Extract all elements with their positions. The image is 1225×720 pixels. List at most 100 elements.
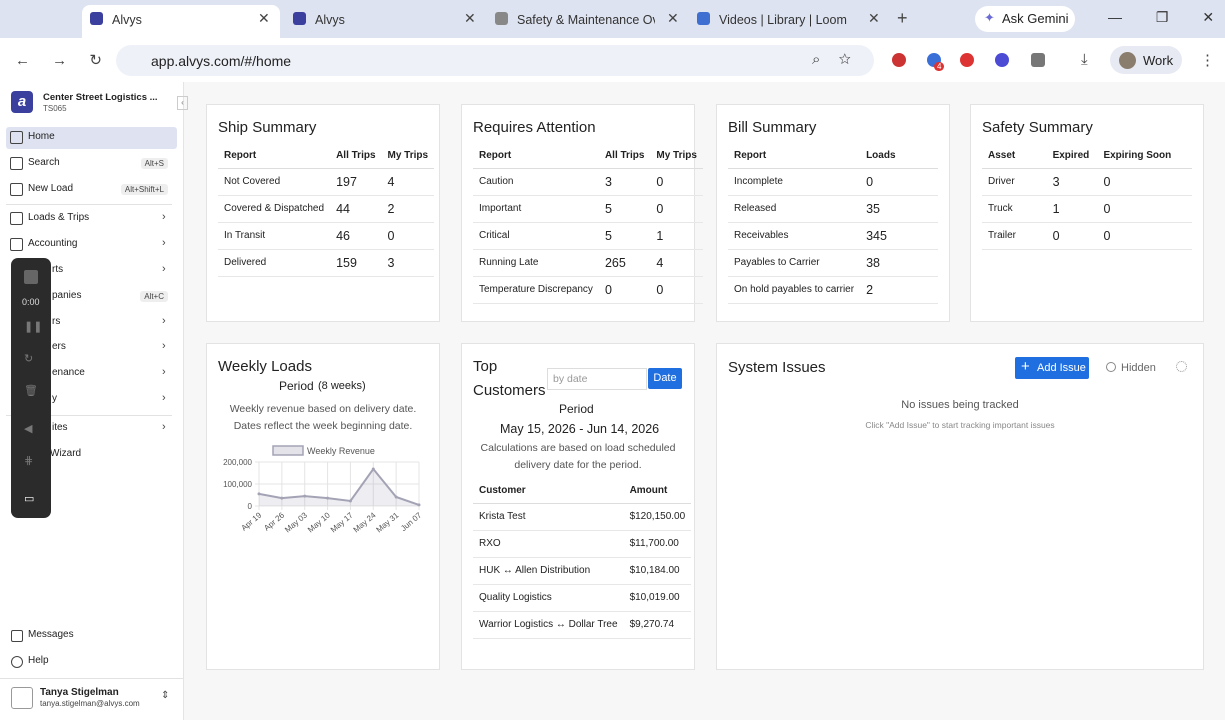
nav-label[interactable]: Accounting: [28, 238, 78, 249]
recorder-button[interactable]: ❚❚: [24, 321, 43, 333]
nav-item[interactable]: [6, 127, 177, 149]
column-header: Loads: [860, 143, 938, 169]
tab-title[interactable]: Alvys: [315, 13, 345, 27]
row-label: Running Late: [473, 249, 599, 277]
nav-label[interactable]: Help: [28, 655, 49, 666]
user-menu[interactable]: ⇕: [161, 690, 170, 701]
extension[interactable]: [960, 53, 974, 67]
download[interactable]: ⤓: [1081, 51, 1088, 68]
tab-title[interactable]: Safety & Maintenance Ove: [517, 13, 655, 27]
omnibox[interactable]: [116, 45, 874, 76]
nav-label[interactable]: Home: [28, 131, 55, 142]
cell: 38: [860, 249, 938, 277]
nav-label[interactable]: Wizard: [50, 448, 82, 459]
nav-label[interactable]: Search: [28, 157, 60, 168]
ask-gemini[interactable]: [975, 6, 1075, 32]
add-label[interactable]: Add Issue: [1037, 362, 1086, 374]
tab-close[interactable]: ✕: [868, 10, 880, 26]
hidden-icon[interactable]: [1106, 362, 1116, 372]
nav-label[interactable]: panies: [52, 290, 82, 301]
column-header: My Trips: [650, 143, 703, 169]
date-button[interactable]: Date: [648, 368, 682, 389]
period-weeks: (8 weeks): [318, 380, 366, 392]
nav-label[interactable]: Loads & Trips: [28, 212, 90, 223]
extension[interactable]: [892, 53, 906, 67]
nav-icon: [10, 183, 23, 196]
nav-label[interactable]: enance: [52, 367, 85, 378]
tab-close[interactable]: ✕: [667, 10, 679, 26]
chevron: ›: [162, 392, 166, 404]
hidden-label[interactable]: Hidden: [1121, 362, 1156, 374]
cell: 1: [650, 222, 703, 250]
cell: $11,700.00: [623, 530, 692, 558]
tab-icon: [293, 12, 306, 25]
recorder-time: 0:00: [22, 297, 40, 307]
point: [257, 492, 261, 496]
new-tab[interactable]: +: [897, 8, 908, 28]
nav-buttons[interactable]: ← → ↻: [15, 52, 102, 69]
cell: 0: [1097, 168, 1192, 196]
separator: [0, 678, 183, 679]
recorder[interactable]: [11, 258, 51, 518]
nav-label[interactable]: New Load: [28, 183, 74, 194]
recorder-button[interactable]: ↻: [24, 353, 34, 365]
extension[interactable]: [995, 53, 1009, 67]
cell: 2: [860, 276, 938, 304]
ask-gemini-label[interactable]: Ask Gemini: [1002, 11, 1069, 26]
menu[interactable]: ⋮: [1200, 52, 1215, 69]
nav-label[interactable]: ites: [52, 422, 68, 433]
table-row: Temperature Discrepancy 0 0: [473, 276, 703, 304]
cell: $10,184.00: [623, 557, 692, 585]
collapse[interactable]: ‹: [177, 96, 188, 110]
cell: 35: [860, 195, 938, 223]
date-input[interactable]: [547, 368, 647, 390]
row-label: Delivered: [218, 249, 331, 277]
recorder-button[interactable]: ▭: [24, 493, 35, 505]
profile-label[interactable]: Work: [1143, 53, 1174, 68]
nav-label[interactable]: y: [52, 393, 57, 404]
recorder-button[interactable]: ◀: [24, 423, 33, 435]
extension[interactable]: [1031, 53, 1045, 67]
table-header: Report All Trips My Trips: [218, 143, 435, 169]
tab-title[interactable]: Videos | Library | Loom: [719, 13, 847, 27]
omnibox-icons[interactable]: ⌕ ☆: [812, 51, 851, 68]
x-tick-label: May 24: [352, 510, 378, 534]
cell: 44: [330, 195, 382, 223]
user-name[interactable]: Tanya Stigelman: [40, 687, 119, 698]
nav-icon: [11, 630, 23, 642]
cell: 0: [650, 195, 703, 223]
nav-label[interactable]: rts: [52, 264, 64, 275]
table-row: In Transit 46 0: [218, 222, 435, 250]
url[interactable]: app.alvys.com/#/home: [151, 53, 292, 69]
table-header: Report Loads: [728, 143, 938, 169]
card: Bill Summary Report Loads Incomplete 0 Releas…: [716, 104, 950, 322]
nav-label[interactable]: Messages: [28, 629, 74, 640]
nav-label[interactable]: ers: [52, 341, 66, 352]
point: [348, 499, 352, 503]
window-controls[interactable]: — ❐ ✕: [1108, 9, 1215, 25]
tab-close[interactable]: ✕: [464, 10, 476, 26]
user-avatar: [11, 687, 33, 709]
tab-close[interactable]: ✕: [258, 10, 270, 26]
recorder-stop[interactable]: [24, 270, 38, 284]
recorder-button[interactable]: 🗑: [24, 385, 38, 397]
column-header: Report: [473, 143, 599, 169]
company-name[interactable]: Center Street Logistics ...: [43, 92, 158, 103]
shortcut: Alt+C: [140, 291, 168, 302]
point: [303, 494, 307, 498]
period: Period: [559, 402, 594, 416]
recorder-button[interactable]: ⋕: [24, 455, 34, 467]
table-row: Warrior Logistics ↔ Dollar Tree $9,270.74: [473, 611, 692, 639]
point: [394, 495, 398, 499]
nav-label[interactable]: rs: [52, 316, 61, 327]
chevron: ›: [162, 421, 166, 433]
table-row: Krista Test $120,150.00: [473, 503, 692, 531]
add-button[interactable]: [1015, 357, 1089, 379]
point: [371, 467, 375, 471]
y-tick-label: 100,000: [223, 480, 252, 489]
tab-title[interactable]: Alvys: [112, 13, 142, 27]
shortcut: Alt+Shift+L: [120, 184, 168, 195]
point: [417, 503, 421, 507]
tab[interactable]: [82, 5, 280, 38]
x-tick-label: May 10: [306, 510, 332, 534]
